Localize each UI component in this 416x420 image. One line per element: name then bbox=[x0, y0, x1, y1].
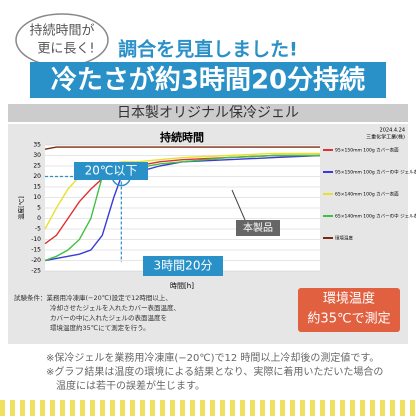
stripe bbox=[20, 400, 25, 416]
annotation-bg bbox=[236, 220, 280, 236]
y-tick-label: 25 bbox=[33, 163, 41, 170]
stripe bbox=[130, 400, 135, 416]
stripe bbox=[160, 400, 165, 416]
stripe bbox=[10, 400, 15, 416]
test-condition: カバーの中に入れたジェルの表面温度を bbox=[50, 313, 167, 322]
stripe bbox=[150, 400, 155, 416]
stripe bbox=[370, 400, 375, 416]
banner-bg bbox=[30, 62, 386, 98]
stripe bbox=[400, 400, 405, 416]
stripe bbox=[250, 400, 255, 416]
stripes bbox=[0, 400, 415, 416]
note: 環境温度 bbox=[323, 291, 375, 307]
stripe bbox=[90, 400, 95, 416]
stripe bbox=[270, 400, 275, 416]
stripe bbox=[390, 400, 395, 416]
y-tick-label: -5 bbox=[35, 226, 41, 233]
stripe bbox=[340, 400, 345, 416]
footnote: ※グラフ結果は温度の環境による結果となり、実際に着用いただいた場合の bbox=[46, 365, 383, 378]
date: 2024.4.24 bbox=[380, 128, 405, 134]
stripe bbox=[240, 400, 245, 416]
stripe bbox=[410, 400, 415, 416]
stripe bbox=[50, 400, 55, 416]
stripe bbox=[220, 400, 225, 416]
annotation-bg bbox=[143, 256, 223, 276]
y-tick-label: 30 bbox=[33, 152, 41, 159]
annotation-bg bbox=[74, 162, 148, 180]
legend-label: 65×140mm 100g カバーの中 ジェル表面 bbox=[335, 213, 416, 220]
y-tick-label: 35 bbox=[33, 142, 41, 149]
y-tick-label: 5 bbox=[37, 205, 41, 212]
legend-label: 95×150mm 100g カバーの中 ジェル表面 bbox=[335, 169, 416, 176]
footnote: 温度には若干の誤差が生じます。 bbox=[56, 379, 205, 392]
y-tick-label: -10 bbox=[31, 236, 41, 243]
badge-text: 更に長く! bbox=[37, 42, 94, 57]
stripe bbox=[260, 400, 265, 416]
y-tick-label: 15 bbox=[33, 184, 41, 191]
y-tick-label: -15 bbox=[31, 247, 41, 254]
stripe bbox=[70, 400, 75, 416]
stripe bbox=[230, 400, 235, 416]
y-label: 温度[℃] bbox=[18, 196, 26, 219]
stripe bbox=[210, 400, 215, 416]
test-condition: 環境温度約35℃にて測定を行う。 bbox=[50, 323, 150, 332]
stripe bbox=[60, 400, 65, 416]
stripe bbox=[360, 400, 365, 416]
x-label: 時間[h] bbox=[170, 282, 194, 290]
annotation: 20℃以下 bbox=[85, 164, 138, 178]
stripe bbox=[180, 400, 185, 416]
badge bbox=[15, 13, 109, 67]
headline: 調合を見直しました! bbox=[118, 38, 298, 61]
legend-label: 65×140mm 100g カバー表面 bbox=[335, 191, 399, 198]
stripe bbox=[300, 400, 305, 416]
legend-label: 95×150mm 100g カバー表面 bbox=[335, 147, 399, 154]
stripe bbox=[350, 400, 355, 416]
series-line bbox=[44, 154, 321, 262]
y-tick-label: -25 bbox=[31, 268, 41, 275]
stripe bbox=[30, 400, 35, 416]
y-tick-label: 10 bbox=[33, 194, 41, 201]
stripe bbox=[140, 400, 145, 416]
stripe bbox=[0, 400, 5, 416]
stripe bbox=[40, 400, 45, 416]
pointer bbox=[231, 189, 246, 221]
test-condition: 試験条件：業務用冷凍庫(−20℃)設定で12時間以上、 bbox=[14, 293, 172, 302]
stripe bbox=[190, 400, 195, 416]
badge-text: 持続時間が bbox=[29, 24, 94, 39]
product-label: 日本製オリジナル保冷ジェル bbox=[117, 105, 299, 121]
y-tick-label: -20 bbox=[31, 257, 41, 264]
stripe bbox=[80, 400, 85, 416]
series-line bbox=[44, 146, 320, 150]
stripe bbox=[330, 400, 335, 416]
stripe bbox=[290, 400, 295, 416]
stripe bbox=[200, 400, 205, 416]
stripe bbox=[380, 400, 385, 416]
y-tick-label: 0 bbox=[37, 215, 41, 222]
test-condition: 冷却させたジェルを入れたカバー表面温度、 bbox=[50, 303, 180, 312]
stripe bbox=[120, 400, 125, 416]
banner: 冷たさが約3時間20分持続 bbox=[51, 65, 365, 96]
stripe bbox=[170, 400, 175, 416]
source: 三重化学工業(株) bbox=[366, 134, 405, 141]
legend-label: 環境温度 bbox=[335, 235, 353, 242]
note-box bbox=[298, 288, 400, 332]
y-tick-label: 20 bbox=[33, 173, 41, 180]
stripe bbox=[110, 400, 115, 416]
annotation: 本製品 bbox=[243, 221, 273, 234]
stripe bbox=[100, 400, 105, 416]
annotation: 3時間20分 bbox=[154, 259, 213, 273]
footnote: ※保冷ジェルを業務用冷凍庫(−20℃)で12 時間以上冷却後の測定値です。 bbox=[46, 351, 379, 364]
note: 約35℃で測定 bbox=[307, 312, 390, 327]
stripe bbox=[280, 400, 285, 416]
label-bg bbox=[8, 104, 408, 122]
stripe bbox=[310, 400, 315, 416]
chart-title: 持続時間 bbox=[160, 130, 204, 144]
stripe bbox=[320, 400, 325, 416]
